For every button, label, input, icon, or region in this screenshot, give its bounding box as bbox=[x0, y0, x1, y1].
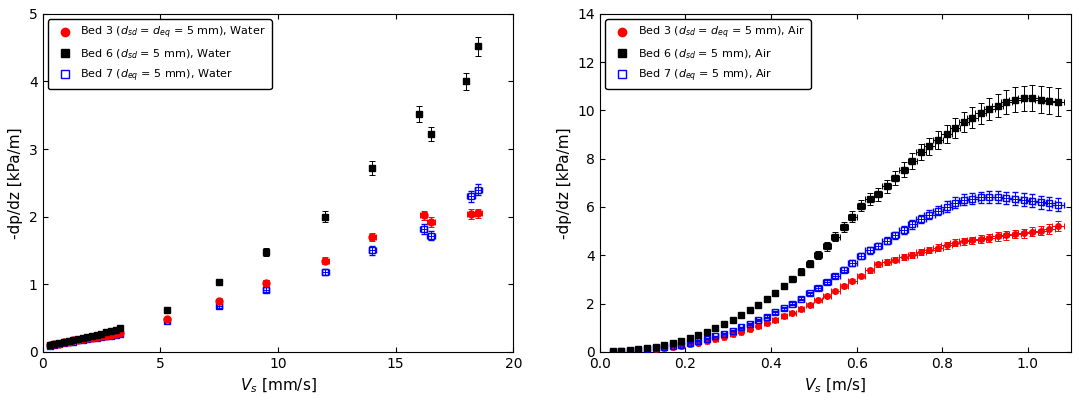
Legend: Bed 3 ($d_{sd}$ = $d_{eq}$ = 5 mm), Air, Bed 6 ($d_{sd}$ = 5 mm), Air, Bed 7 ($d: Bed 3 ($d_{sd}$ = $d_{eq}$ = 5 mm), Air,… bbox=[605, 19, 810, 89]
Legend: Bed 3 ($d_{sd}$ = $d_{eq}$ = 5 mm), Water, Bed 6 ($d_{sd}$ = 5 mm), Water, Bed 7: Bed 3 ($d_{sd}$ = $d_{eq}$ = 5 mm), Wate… bbox=[49, 19, 272, 89]
X-axis label: $V_s$ [m/s]: $V_s$ [m/s] bbox=[804, 376, 866, 395]
Y-axis label: -dp/dz [kPa/m]: -dp/dz [kPa/m] bbox=[557, 127, 572, 239]
X-axis label: $V_s$ [mm/s]: $V_s$ [mm/s] bbox=[240, 376, 316, 395]
Y-axis label: -dp/dz [kPa/m]: -dp/dz [kPa/m] bbox=[9, 127, 24, 239]
